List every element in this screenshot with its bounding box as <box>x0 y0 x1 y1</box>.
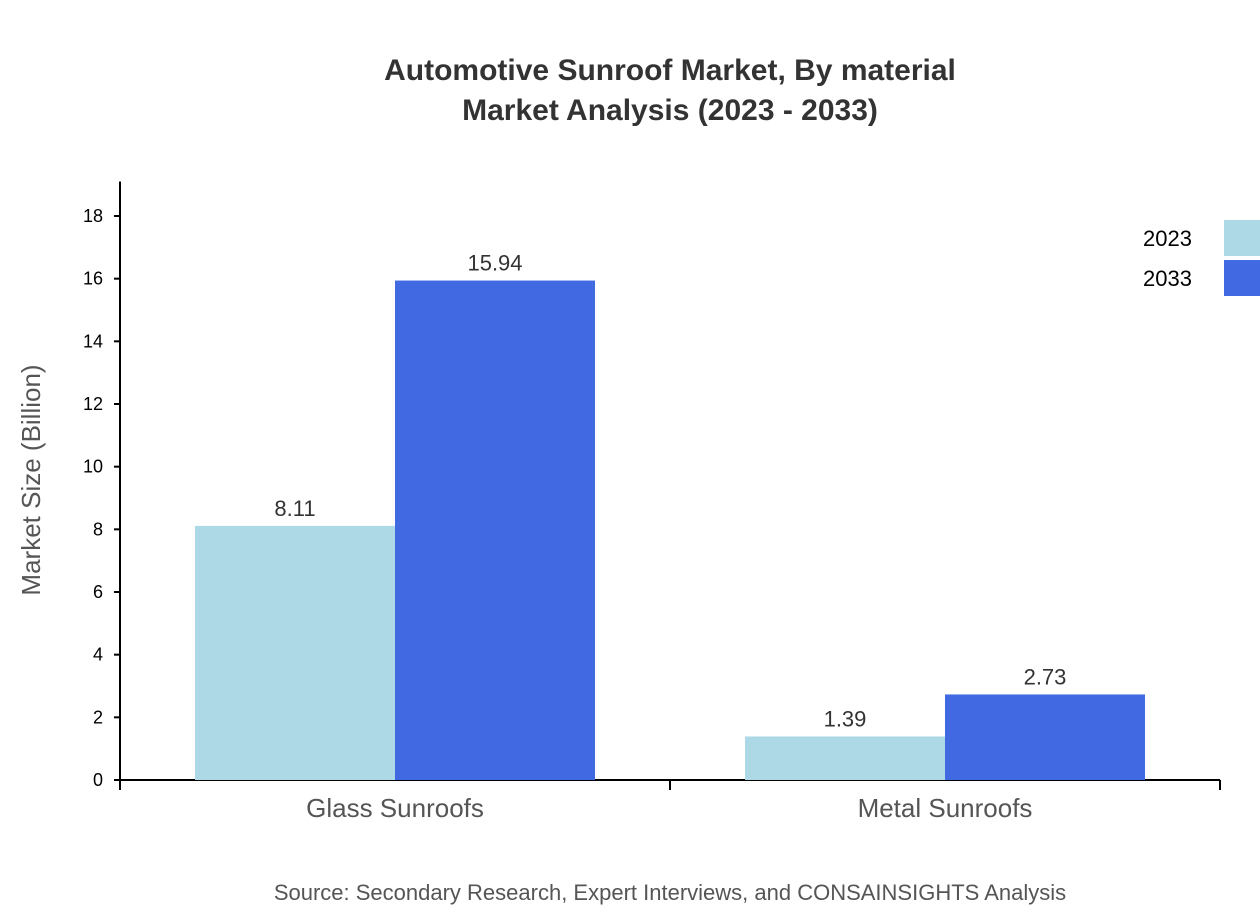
data-label: 8.11 <box>274 496 315 521</box>
legend-swatch <box>1224 220 1260 256</box>
data-label: 1.39 <box>824 706 867 731</box>
y-tick-label: 12 <box>83 394 103 414</box>
y-axis-label: Market Size (Billion) <box>16 364 46 595</box>
x-tick-label: Metal Sunroofs <box>858 793 1033 823</box>
legend-swatch <box>1224 260 1260 296</box>
y-tick-label: 2 <box>93 707 103 727</box>
y-tick-label: 16 <box>83 269 103 289</box>
y-tick-label: 0 <box>93 770 103 790</box>
chart-title: Automotive Sunroof Market, By material <box>384 54 956 87</box>
x-tick-label: Glass Sunroofs <box>306 793 484 823</box>
legend-label: 2033 <box>1143 266 1192 291</box>
bar-2033 <box>395 280 595 780</box>
data-label: 2.73 <box>1024 664 1067 689</box>
y-tick-label: 6 <box>93 582 103 602</box>
legend-label: 2023 <box>1143 226 1192 251</box>
y-tick-label: 4 <box>93 645 103 665</box>
legend: 2023 2033 <box>1143 220 1260 296</box>
y-tick-label: 10 <box>83 457 103 477</box>
bar-2033 <box>945 694 1145 780</box>
y-tick-label: 18 <box>83 206 103 226</box>
bar-2023 <box>745 736 945 780</box>
bar-2023 <box>195 525 395 780</box>
bars: 8.11 15.94 1.39 2.73 <box>195 251 1145 780</box>
chart-subtitle: Market Analysis (2023 - 2033) <box>462 94 878 127</box>
y-tick-label: 14 <box>83 331 103 351</box>
source-note: Source: Secondary Research, Expert Inter… <box>274 880 1066 905</box>
x-axis: Glass Sunroofs Metal Sunroofs <box>119 779 1221 823</box>
y-axis: 0 2 4 6 8 10 12 14 16 18 <box>83 181 121 790</box>
data-label: 15.94 <box>467 251 522 276</box>
y-tick-label: 8 <box>93 519 103 539</box>
